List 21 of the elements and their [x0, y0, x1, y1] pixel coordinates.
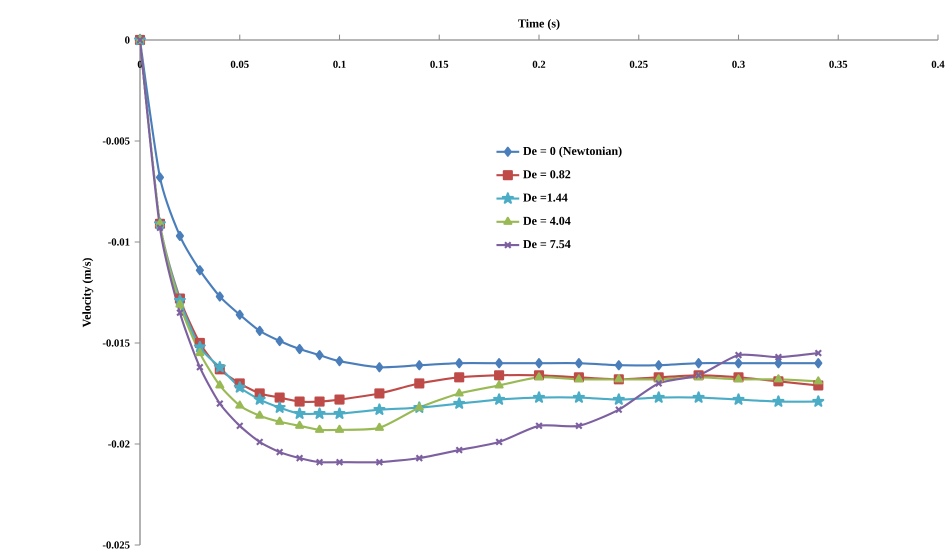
y-tick-label: -0.015: [102, 339, 130, 347]
x-axis-title: Time (s): [518, 19, 560, 30]
legend-label: De = 0.82: [523, 170, 570, 178]
x-tick-label: 0.05: [230, 60, 249, 68]
y-axis-title: Velocity (m/s): [82, 258, 94, 328]
y-tick-label: -0.005: [102, 137, 130, 145]
y-tick-label: -0.02: [108, 440, 130, 448]
legend-label: De =1.44: [523, 194, 568, 202]
x-tick-label: 0.2: [532, 60, 546, 68]
x-tick-label: 0.35: [829, 60, 848, 68]
x-tick-label: 0.25: [630, 60, 648, 68]
legend-label: De = 0 (Newtonian): [523, 146, 622, 158]
x-tick-label: 0.1: [333, 60, 346, 68]
x-tick-label: 0.15: [430, 60, 448, 68]
y-tick-label: -0.01: [108, 238, 130, 246]
x-tick-label: 0.4: [932, 60, 944, 68]
x-tick-label: 0.3: [732, 60, 745, 68]
legend-label: De = 7.54: [523, 240, 571, 248]
legend-label: De = 4.04: [523, 216, 571, 225]
y-tick-label: 0: [125, 36, 130, 44]
y-tick-label: -0.025: [102, 541, 130, 549]
